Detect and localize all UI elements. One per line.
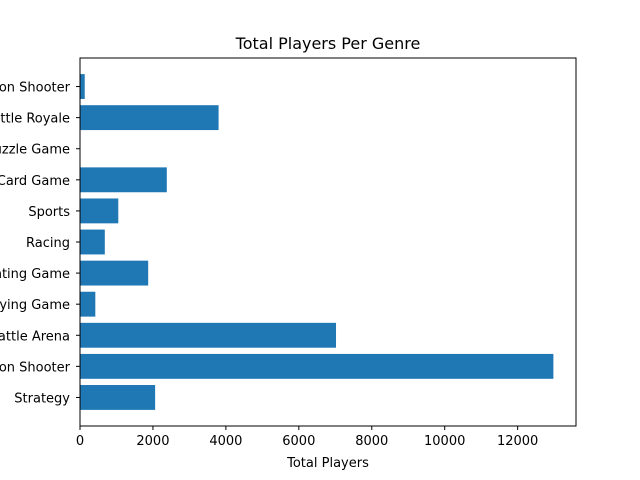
y-tick-label-1: Battle Royale [0, 112, 70, 127]
bar-9 [80, 353, 554, 379]
y-tick-label-6: Fighting Game [0, 267, 70, 282]
y-axis-ticks: First-person Shooter Battle Royale Puzzle … [0, 81, 80, 406]
x-axis-label: Total Players [286, 456, 369, 471]
y-tick-label-7: Role-playing Game [0, 298, 70, 313]
y-tick-label-8: Multiplayer Online Battle Arena [0, 329, 70, 344]
x-tick-label-4: 8000 [355, 434, 388, 449]
bar-8 [80, 322, 337, 348]
x-tick-label-2: 4000 [209, 434, 242, 449]
bar-4 [80, 198, 119, 224]
x-tick-label-6: 12000 [497, 434, 538, 449]
bar-10 [80, 385, 156, 410]
y-tick-label-3: Collectible Card Game [0, 174, 70, 189]
bars-group [80, 74, 554, 410]
bar-1 [80, 105, 219, 131]
bar-3 [80, 167, 167, 193]
bar-6 [80, 260, 149, 286]
y-tick-label-10: Strategy [14, 391, 70, 406]
y-tick-label-0: First-person Shooter [0, 81, 71, 96]
y-tick-label-5: Racing [26, 236, 70, 251]
bar-0 [80, 74, 85, 99]
x-tick-label-1: 2000 [136, 434, 169, 449]
chart-title: Total Players Per Genre [235, 34, 421, 53]
x-tick-label-0: 0 [76, 434, 84, 449]
x-axis-ticks: 0 2000 4000 6000 8000 10000 12000 [76, 426, 538, 449]
x-tick-label-3: 6000 [282, 434, 315, 449]
bar-7 [80, 291, 96, 317]
y-tick-label-9: Third-person Shooter [0, 360, 71, 375]
y-tick-label-2: Puzzle Game [0, 143, 70, 158]
bar-5 [80, 229, 105, 255]
plot-frame [79, 57, 577, 427]
x-tick-label-5: 10000 [424, 434, 465, 449]
y-tick-label-4: Sports [28, 205, 70, 220]
